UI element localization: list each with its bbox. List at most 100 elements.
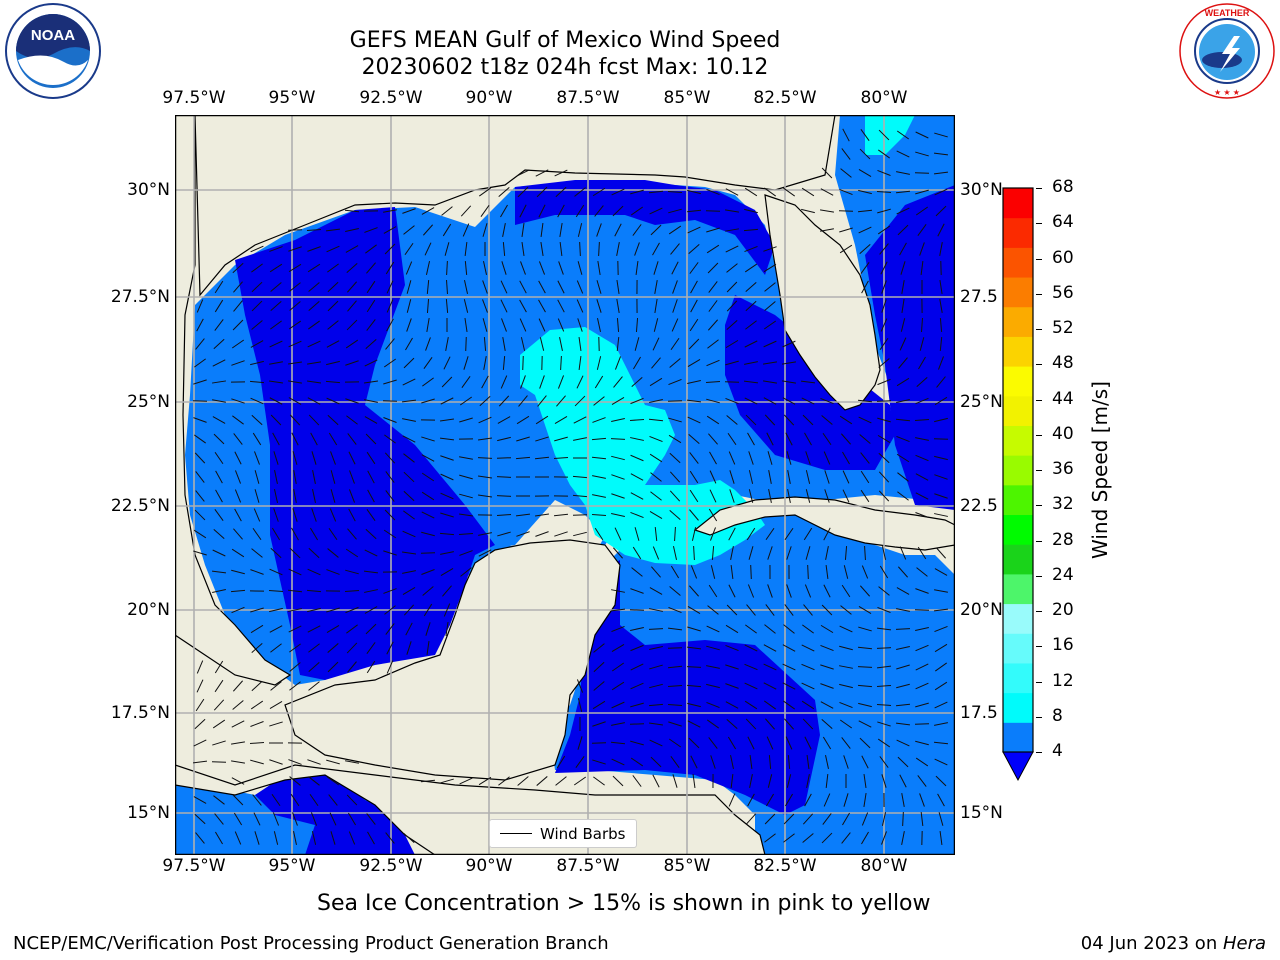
wind-barb — [939, 242, 943, 256]
wind-barb — [329, 812, 337, 826]
wind-barb — [841, 737, 851, 749]
wind-barb — [708, 508, 718, 522]
wind-barb — [213, 699, 225, 711]
wind-barb — [820, 228, 834, 232]
wind-barb — [726, 281, 738, 293]
footer-machine: Hera — [1222, 933, 1266, 954]
wind-barb — [915, 626, 929, 632]
wind-barb — [364, 549, 378, 557]
wind-barb — [309, 793, 319, 807]
wind-barb — [804, 584, 812, 598]
wind-barb — [308, 547, 320, 559]
wind-barb — [327, 548, 339, 558]
wind-barb — [402, 418, 416, 422]
wind-barb — [725, 339, 739, 349]
wind-barb — [554, 415, 568, 425]
wind-barb — [405, 337, 413, 351]
wind-barb — [520, 337, 526, 351]
wind-barb — [611, 625, 625, 633]
colorbar-segment — [1003, 573, 1033, 605]
wind-barb — [730, 755, 734, 769]
wind-barb — [576, 679, 584, 693]
wind-barb — [726, 263, 738, 273]
lon-tick-bottom: 85°W — [663, 856, 711, 876]
footer-date: 04 Jun 2023 on — [1080, 933, 1223, 954]
wind-barb — [598, 241, 600, 257]
colorbar-tick-mark — [1036, 611, 1042, 612]
wind-barb — [744, 663, 758, 671]
wind-barb — [212, 588, 226, 594]
colorbar-tick-mark — [1036, 470, 1042, 471]
wind-barb — [896, 608, 910, 612]
wind-barb — [878, 490, 890, 502]
wind-barb — [919, 337, 925, 351]
colorbar-tick-mark — [1036, 575, 1042, 577]
wind-barb — [577, 698, 583, 712]
colorbar-segment — [1003, 662, 1033, 694]
wind-barb — [402, 435, 416, 443]
lon-tick-top: 82.5°W — [753, 88, 817, 108]
wind-barb — [787, 754, 791, 770]
wind-barb — [632, 775, 642, 787]
lat-tick-right: 27.5 — [960, 287, 998, 307]
wind-barb — [857, 646, 873, 650]
wind-barb — [386, 318, 394, 332]
wind-barb — [425, 261, 431, 275]
wind-barb — [520, 261, 526, 275]
wind-barb — [652, 546, 660, 560]
wind-barb — [802, 414, 814, 426]
wind-barb — [593, 643, 605, 653]
wind-barb — [293, 470, 297, 484]
colorbar-tick-label: 48 — [1052, 353, 1074, 374]
wind-barb — [611, 417, 625, 423]
wind-barb — [440, 492, 454, 500]
wind-barb — [896, 645, 910, 651]
wind-barb — [251, 263, 263, 273]
wind-barb — [934, 589, 948, 593]
wind-barb — [345, 398, 359, 404]
wind-barb — [193, 739, 207, 747]
wind-barb — [426, 279, 430, 295]
wind-barb — [896, 453, 910, 463]
wind-barb — [442, 585, 452, 597]
wind-barb — [251, 281, 263, 293]
wind-barb — [896, 587, 910, 595]
wind-barb — [251, 643, 263, 653]
wind-barb — [386, 280, 394, 294]
wind-barb — [934, 568, 948, 576]
wind-barb — [706, 683, 720, 689]
wind-barb — [707, 339, 719, 349]
wind-barb — [273, 831, 279, 845]
wind-barb — [864, 545, 866, 561]
wind-barb — [897, 224, 909, 236]
wind-barb — [477, 457, 493, 459]
wind-barb — [287, 589, 303, 593]
wind-barb — [686, 666, 702, 668]
wind-barb — [880, 318, 888, 332]
wind-barb — [348, 831, 356, 845]
wind-barb — [594, 375, 604, 389]
wind-barb — [632, 224, 642, 236]
chart-subtitle-run: 20230602 t18z 024h fcst Max: 10.12 — [361, 55, 769, 80]
wind-barb — [576, 280, 584, 294]
wind-barb — [386, 660, 394, 674]
wind-barb — [214, 299, 224, 313]
wind-barb — [895, 190, 911, 194]
wind-barb — [593, 396, 605, 406]
wind-barb — [616, 242, 620, 256]
wind-barb — [935, 775, 947, 787]
wind-barb — [749, 774, 753, 788]
wind-barb — [802, 624, 814, 634]
wind-barb — [459, 550, 473, 556]
wind-barb — [763, 682, 777, 690]
wind-barb — [689, 509, 699, 521]
wind-barb — [821, 718, 833, 730]
wind-barb — [539, 337, 545, 351]
wind-barb — [232, 319, 244, 331]
wind-barb — [288, 759, 302, 765]
wind-barb — [596, 223, 602, 237]
wind-barb — [232, 700, 244, 710]
wind-barb — [214, 509, 224, 521]
wind-barb — [269, 625, 283, 633]
wind-barb — [515, 456, 531, 460]
